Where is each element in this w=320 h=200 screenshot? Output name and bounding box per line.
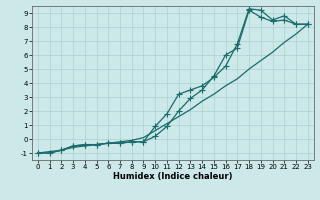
X-axis label: Humidex (Indice chaleur): Humidex (Indice chaleur) xyxy=(113,172,233,181)
